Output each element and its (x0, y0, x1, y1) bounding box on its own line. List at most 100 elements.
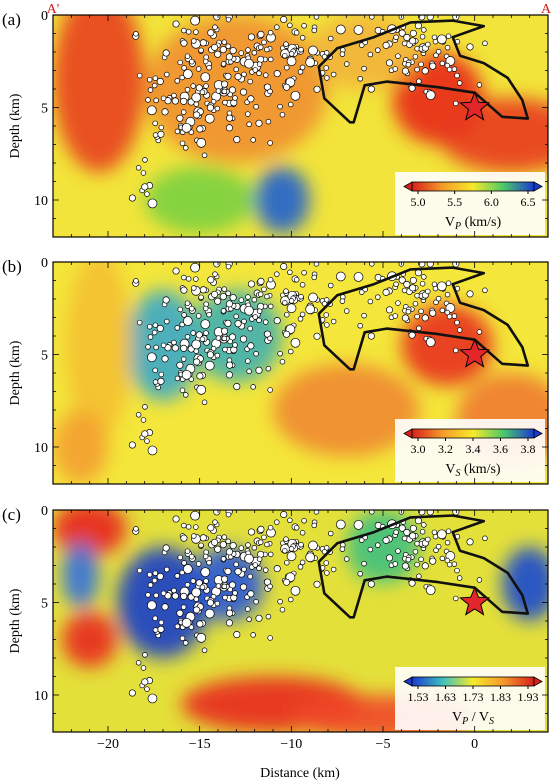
earthquake (238, 50, 245, 56)
earthquake (313, 262, 320, 267)
earthquake (233, 136, 241, 144)
earthquake (206, 559, 212, 566)
earthquake (301, 23, 307, 29)
earthquake (224, 72, 232, 80)
earthquake (195, 561, 202, 567)
earthquake (199, 39, 207, 47)
earthquake (225, 43, 231, 50)
anomaly (273, 363, 420, 457)
earthquake (141, 678, 149, 686)
earthquake (232, 342, 238, 348)
earthquake (393, 529, 399, 536)
earthquake (299, 311, 306, 318)
earthquake (195, 331, 203, 339)
earthquake (444, 557, 451, 564)
earthquake (425, 536, 431, 543)
earthquake (353, 520, 364, 530)
earthquake (225, 538, 231, 545)
earthquake (225, 371, 233, 379)
earthquake (353, 272, 364, 282)
colorbar-arrow-low (403, 428, 413, 439)
earthquake (181, 617, 192, 628)
earthquake (257, 291, 264, 298)
earthquake (247, 280, 255, 288)
earthquake (262, 567, 269, 573)
earthquake (247, 33, 255, 41)
earthquake (189, 553, 195, 560)
anomaly (254, 166, 310, 234)
earthquake (445, 280, 452, 286)
earthquake (453, 347, 459, 354)
earthquake (146, 600, 157, 611)
x-tick-label: −15 (189, 737, 211, 752)
earthquake (429, 557, 437, 565)
earthquake (181, 274, 187, 281)
earthquake (181, 369, 192, 380)
earthquake (191, 587, 202, 598)
earthquake (179, 635, 186, 642)
earthquake (274, 24, 280, 30)
earthquake (466, 290, 474, 298)
earthquake (171, 344, 179, 352)
earthquake (327, 530, 334, 537)
earthquake (361, 560, 367, 567)
earthquake (133, 278, 139, 284)
earthquake (162, 296, 170, 304)
earthquake (199, 534, 207, 542)
earthquake (401, 562, 409, 570)
earthquake (193, 111, 201, 119)
earthquake (206, 64, 212, 71)
colorbar-gradient (411, 676, 535, 687)
earthquake (193, 276, 199, 282)
colorbar-arrow-low (403, 676, 413, 687)
earthquake (239, 583, 248, 591)
colorbar-tick-label: 1.73 (463, 690, 484, 704)
earthquake (195, 66, 202, 72)
earthquake (164, 71, 170, 78)
earthquake (367, 85, 375, 93)
earthquake (414, 22, 422, 30)
earthquake (431, 529, 438, 536)
earthquake (421, 67, 429, 75)
earthquake (433, 547, 439, 554)
earthquake (257, 30, 265, 38)
earthquake (330, 71, 337, 78)
earthquake (189, 58, 195, 65)
earthquake (147, 198, 158, 209)
earthquake (142, 157, 148, 163)
earthquake (180, 344, 188, 352)
mainshock-star (459, 338, 491, 368)
earthquake (257, 525, 265, 533)
earthquake (245, 358, 251, 364)
colorbar-tick-label: 1.93 (518, 690, 539, 704)
earthquake (286, 303, 297, 314)
earthquake (203, 83, 209, 89)
earthquake (454, 567, 460, 574)
earthquake (382, 536, 390, 544)
earthquake (466, 43, 474, 51)
earthquake (245, 606, 251, 612)
earthquake (220, 80, 229, 88)
earthquake (435, 295, 442, 302)
earthquake (206, 104, 214, 112)
earthquake (191, 533, 197, 539)
earthquake (162, 49, 170, 57)
earthquake (152, 132, 159, 138)
earthquake (225, 124, 233, 132)
earthquake (212, 24, 218, 30)
mainshock-star (459, 586, 491, 616)
earthquake (288, 546, 295, 552)
earthquake (133, 31, 139, 37)
earthquake (290, 585, 301, 596)
earthquake (190, 330, 196, 336)
earthquake (403, 33, 411, 41)
earthquake (290, 90, 301, 101)
earthquake (233, 383, 241, 391)
earthquake (392, 66, 399, 72)
y-tick-label: 5 (41, 597, 48, 612)
earthquake (367, 546, 374, 553)
earthquake (247, 573, 253, 580)
earthquake (147, 582, 154, 588)
earthquake (144, 438, 150, 444)
